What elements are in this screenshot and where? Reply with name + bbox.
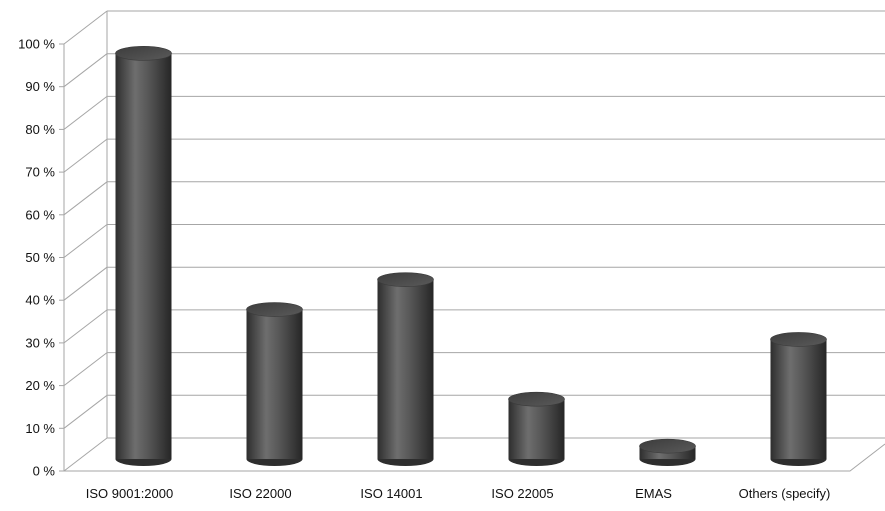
bars-layer [115,46,827,466]
grid-diagonal [63,53,108,88]
bar-cap [508,391,565,407]
y-tick-label: 80 % [25,122,55,137]
y-tick-label: 60 % [25,207,55,222]
bar-cap [639,438,696,454]
bar [508,391,565,466]
bar [377,272,434,466]
grid-diagonal [63,266,108,301]
bar-body [377,279,434,459]
x-tick-label: EMAS [635,486,672,501]
x-tick-label: Others (specify) [739,486,831,501]
grid-diagonal [63,352,108,386]
grid-diagonal [63,224,108,258]
y-tick-label: 70 % [25,165,55,180]
bar-body [246,309,303,459]
x-tick-label: ISO 22000 [229,486,291,501]
grid-layer [59,10,885,472]
bar-body [770,339,827,459]
bar-body [115,53,172,459]
y-tick-label: 40 % [25,293,55,308]
floor-edges [64,437,885,472]
y-tick-label: 100 % [18,37,55,52]
bar-cap [377,272,434,287]
y-tick-label: 10 % [25,421,55,436]
grid-diagonal [63,138,108,173]
y-tick-label: 30 % [25,335,55,350]
y-tick-label: 50 % [25,250,55,265]
bar-cap [115,46,172,61]
bar [770,332,827,466]
grid-diagonal [63,96,108,130]
bar [246,302,303,466]
x-tick-label: ISO 9001:2000 [86,486,173,501]
grid-diagonal [63,10,108,45]
grid-diagonal [63,437,108,472]
y-tick-label: 0 % [33,464,56,479]
bar [115,46,172,466]
bar-cap [770,332,827,347]
x-tick-label: ISO 14001 [360,486,422,501]
grid-diagonal [63,309,108,344]
bar-cap [246,302,303,317]
y-tick-label: 90 % [25,79,55,94]
bar-body [508,399,565,459]
y-tick-label: 20 % [25,378,55,393]
grid-diagonal [63,181,108,216]
labels-layer: 0 % 10 % 20 % 30 % 40 % 50 % 60 % 70 % 80 % 90 % 1… [18,37,830,502]
x-tick-label: ISO 22005 [491,486,553,501]
grid-diagonal [63,394,108,429]
bar [639,438,696,466]
